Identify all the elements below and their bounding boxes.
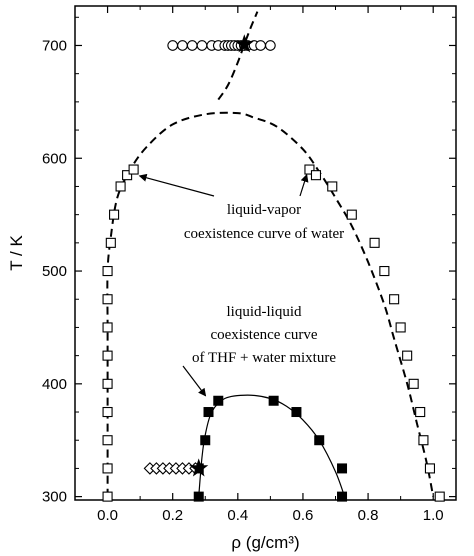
filled-square-point xyxy=(314,435,325,446)
open-circle-point xyxy=(177,40,188,51)
open-circle-point xyxy=(196,40,208,51)
x-tick-label: 0.0 xyxy=(97,507,118,524)
open-square-point xyxy=(346,209,357,220)
open-circle-point xyxy=(265,40,276,51)
filled-square-point xyxy=(337,463,348,474)
y-tick-label: 300 xyxy=(42,489,67,506)
solid-curve-3 xyxy=(198,394,346,500)
annotation-text: of THF + water mixture xyxy=(192,350,336,366)
annotation-text: coexistence curve of water xyxy=(184,226,344,242)
open-square-point xyxy=(304,164,315,175)
open-square-point xyxy=(102,406,113,418)
open-square-point xyxy=(102,463,113,474)
filled-square-point xyxy=(193,491,204,502)
open-square-point xyxy=(310,170,322,181)
star-point xyxy=(189,458,209,477)
plot-frame xyxy=(74,5,457,501)
y-tick-label: 400 xyxy=(42,376,67,393)
x-tick-label: 0.6 xyxy=(293,507,314,524)
open-square-point xyxy=(369,237,380,248)
x-tick-label: 0.8 xyxy=(358,507,379,524)
open-square-point xyxy=(102,322,113,333)
y-axis-label: T / K xyxy=(7,235,26,271)
open-square-point xyxy=(402,350,413,361)
x-axis-label: ρ (g/cm³) xyxy=(231,533,299,552)
arrow-to-right-branch xyxy=(299,173,309,197)
open-square-point xyxy=(122,170,133,181)
arrow-to-liquid-liquid xyxy=(182,365,207,397)
y-tick-label: 500 xyxy=(42,263,67,280)
arrow-to-left-branch xyxy=(138,173,215,197)
annotation-text: liquid-liquid xyxy=(227,304,303,320)
y-tick-label: 700 xyxy=(42,37,67,54)
open-square-point xyxy=(102,491,113,502)
annotation-text: coexistence curve xyxy=(210,327,317,343)
open-square-point xyxy=(418,435,429,446)
open-square-point xyxy=(128,164,139,175)
open-circle-point xyxy=(167,40,179,51)
filled-square-point xyxy=(337,491,348,502)
open-square-point xyxy=(115,181,126,192)
x-tick-label: 0.2 xyxy=(162,507,183,524)
open-square-point xyxy=(102,294,113,305)
filled-square-point xyxy=(291,407,302,418)
filled-square-point xyxy=(200,435,211,446)
open-square-point xyxy=(379,265,390,277)
y-tick-label: 600 xyxy=(42,150,67,167)
open-square-point xyxy=(102,378,113,389)
open-square-point xyxy=(109,209,120,220)
x-tick-label: 0.4 xyxy=(227,507,248,524)
open-square-point xyxy=(434,491,445,502)
open-square-point xyxy=(408,378,419,389)
annotation-text: liquid-vapor xyxy=(227,202,301,218)
open-square-point xyxy=(102,435,113,446)
x-tick-label: 1.0 xyxy=(423,507,444,524)
open-circle-point xyxy=(255,40,266,51)
axes-group: 0.0 0.2 0.4 0.6 0.8 1.0 300 400 500 600 700 xyxy=(42,5,457,524)
annotations-group: liquid-vapor coexistence curve of water li… xyxy=(138,173,344,397)
filled-square-point xyxy=(203,407,214,418)
filled-square-point xyxy=(213,395,224,406)
open-circle-point xyxy=(186,40,198,51)
filled-square-point xyxy=(268,395,279,406)
open-square-point xyxy=(105,237,116,248)
open-square-point xyxy=(395,322,406,333)
dashed-curve-2 xyxy=(217,11,259,101)
markers-group xyxy=(102,34,445,502)
open-square-point xyxy=(415,406,426,418)
open-square-point xyxy=(327,181,338,192)
star-point xyxy=(234,34,254,53)
open-square-point xyxy=(102,265,113,277)
open-square-point xyxy=(424,463,435,474)
open-square-point xyxy=(389,294,400,305)
curves-group xyxy=(106,11,435,500)
open-square-point xyxy=(102,350,113,361)
